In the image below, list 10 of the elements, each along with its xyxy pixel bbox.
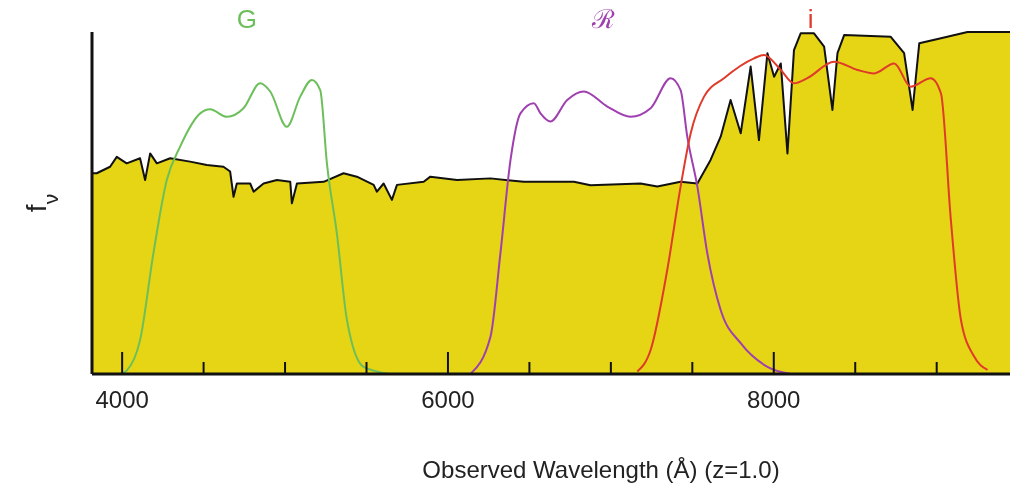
x-tick-label: 8000 [747, 386, 801, 413]
axis-tick: 4000 [95, 351, 149, 413]
series-label: G [236, 4, 257, 34]
series-label: i [807, 4, 814, 34]
axis-tick: 8000 [747, 351, 801, 413]
axis-tick: 6000 [421, 351, 475, 413]
x-axis-title: Observed Wavelength (Å) (z=1.0) [422, 456, 780, 483]
text: ℛ [591, 4, 616, 34]
x-tick-label: 4000 [95, 386, 149, 413]
x-tick-label: 6000 [421, 386, 475, 413]
